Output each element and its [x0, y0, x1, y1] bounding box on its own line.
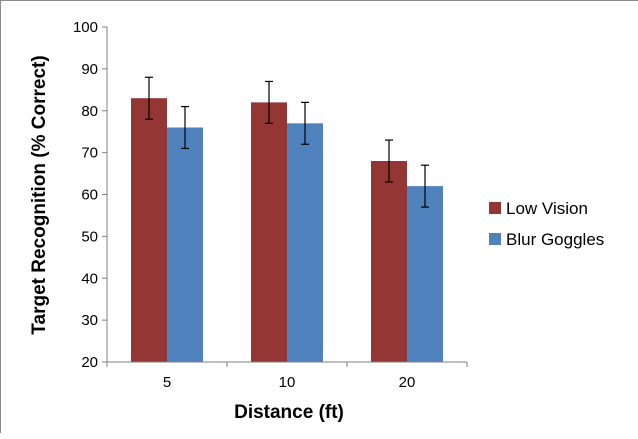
y-tick-label-50: 50	[81, 228, 98, 245]
bar-low-vision-20	[371, 161, 407, 362]
x-axis-title: Distance (ft)	[234, 402, 344, 423]
bars-layer	[131, 98, 443, 362]
y-tick-label-30: 30	[81, 312, 98, 329]
y-tick-label-40: 40	[81, 270, 98, 287]
legend: Low Vision Blur Goggles	[489, 199, 604, 249]
y-tick-label-20: 20	[81, 354, 98, 371]
bar-low-vision-10	[251, 102, 287, 362]
y-tick-label-90: 90	[81, 61, 98, 78]
error-bar-blur-goggles-10	[301, 101, 309, 145]
axes-layer	[102, 26, 468, 367]
x-tick-label-10: 10	[279, 374, 296, 391]
legend-swatch-blur-goggles	[489, 233, 501, 245]
tick-labels-layer: 20 30 40 50 60 70 80 90 100 5 10 20	[73, 19, 415, 391]
x-tick-label-20: 20	[399, 374, 416, 391]
x-tick-label-5: 5	[163, 374, 171, 391]
y-tick-label-70: 70	[81, 145, 98, 162]
bar-low-vision-5	[131, 98, 167, 362]
y-axis-title: Target Recognition (% Correct)	[29, 55, 50, 334]
error-bar-low-vision-5	[145, 76, 153, 120]
legend-swatch-low-vision	[489, 202, 501, 214]
bar-blur-goggles-5	[167, 127, 203, 362]
error-bar-blur-goggles-5	[181, 105, 189, 150]
error-bar-low-vision-20	[385, 139, 393, 183]
y-tick-label-80: 80	[81, 103, 98, 120]
legend-label-blur-goggles: Blur Goggles	[506, 230, 604, 249]
error-bar-low-vision-10	[265, 80, 273, 124]
bar-blur-goggles-20	[407, 186, 443, 362]
bar-blur-goggles-10	[287, 123, 323, 362]
error-bar-blur-goggles-20	[421, 164, 429, 208]
y-tick-label-100: 100	[73, 19, 98, 36]
error-bars-layer	[145, 76, 429, 208]
legend-label-low-vision: Low Vision	[506, 199, 588, 218]
y-tick-label-60: 60	[81, 187, 98, 204]
